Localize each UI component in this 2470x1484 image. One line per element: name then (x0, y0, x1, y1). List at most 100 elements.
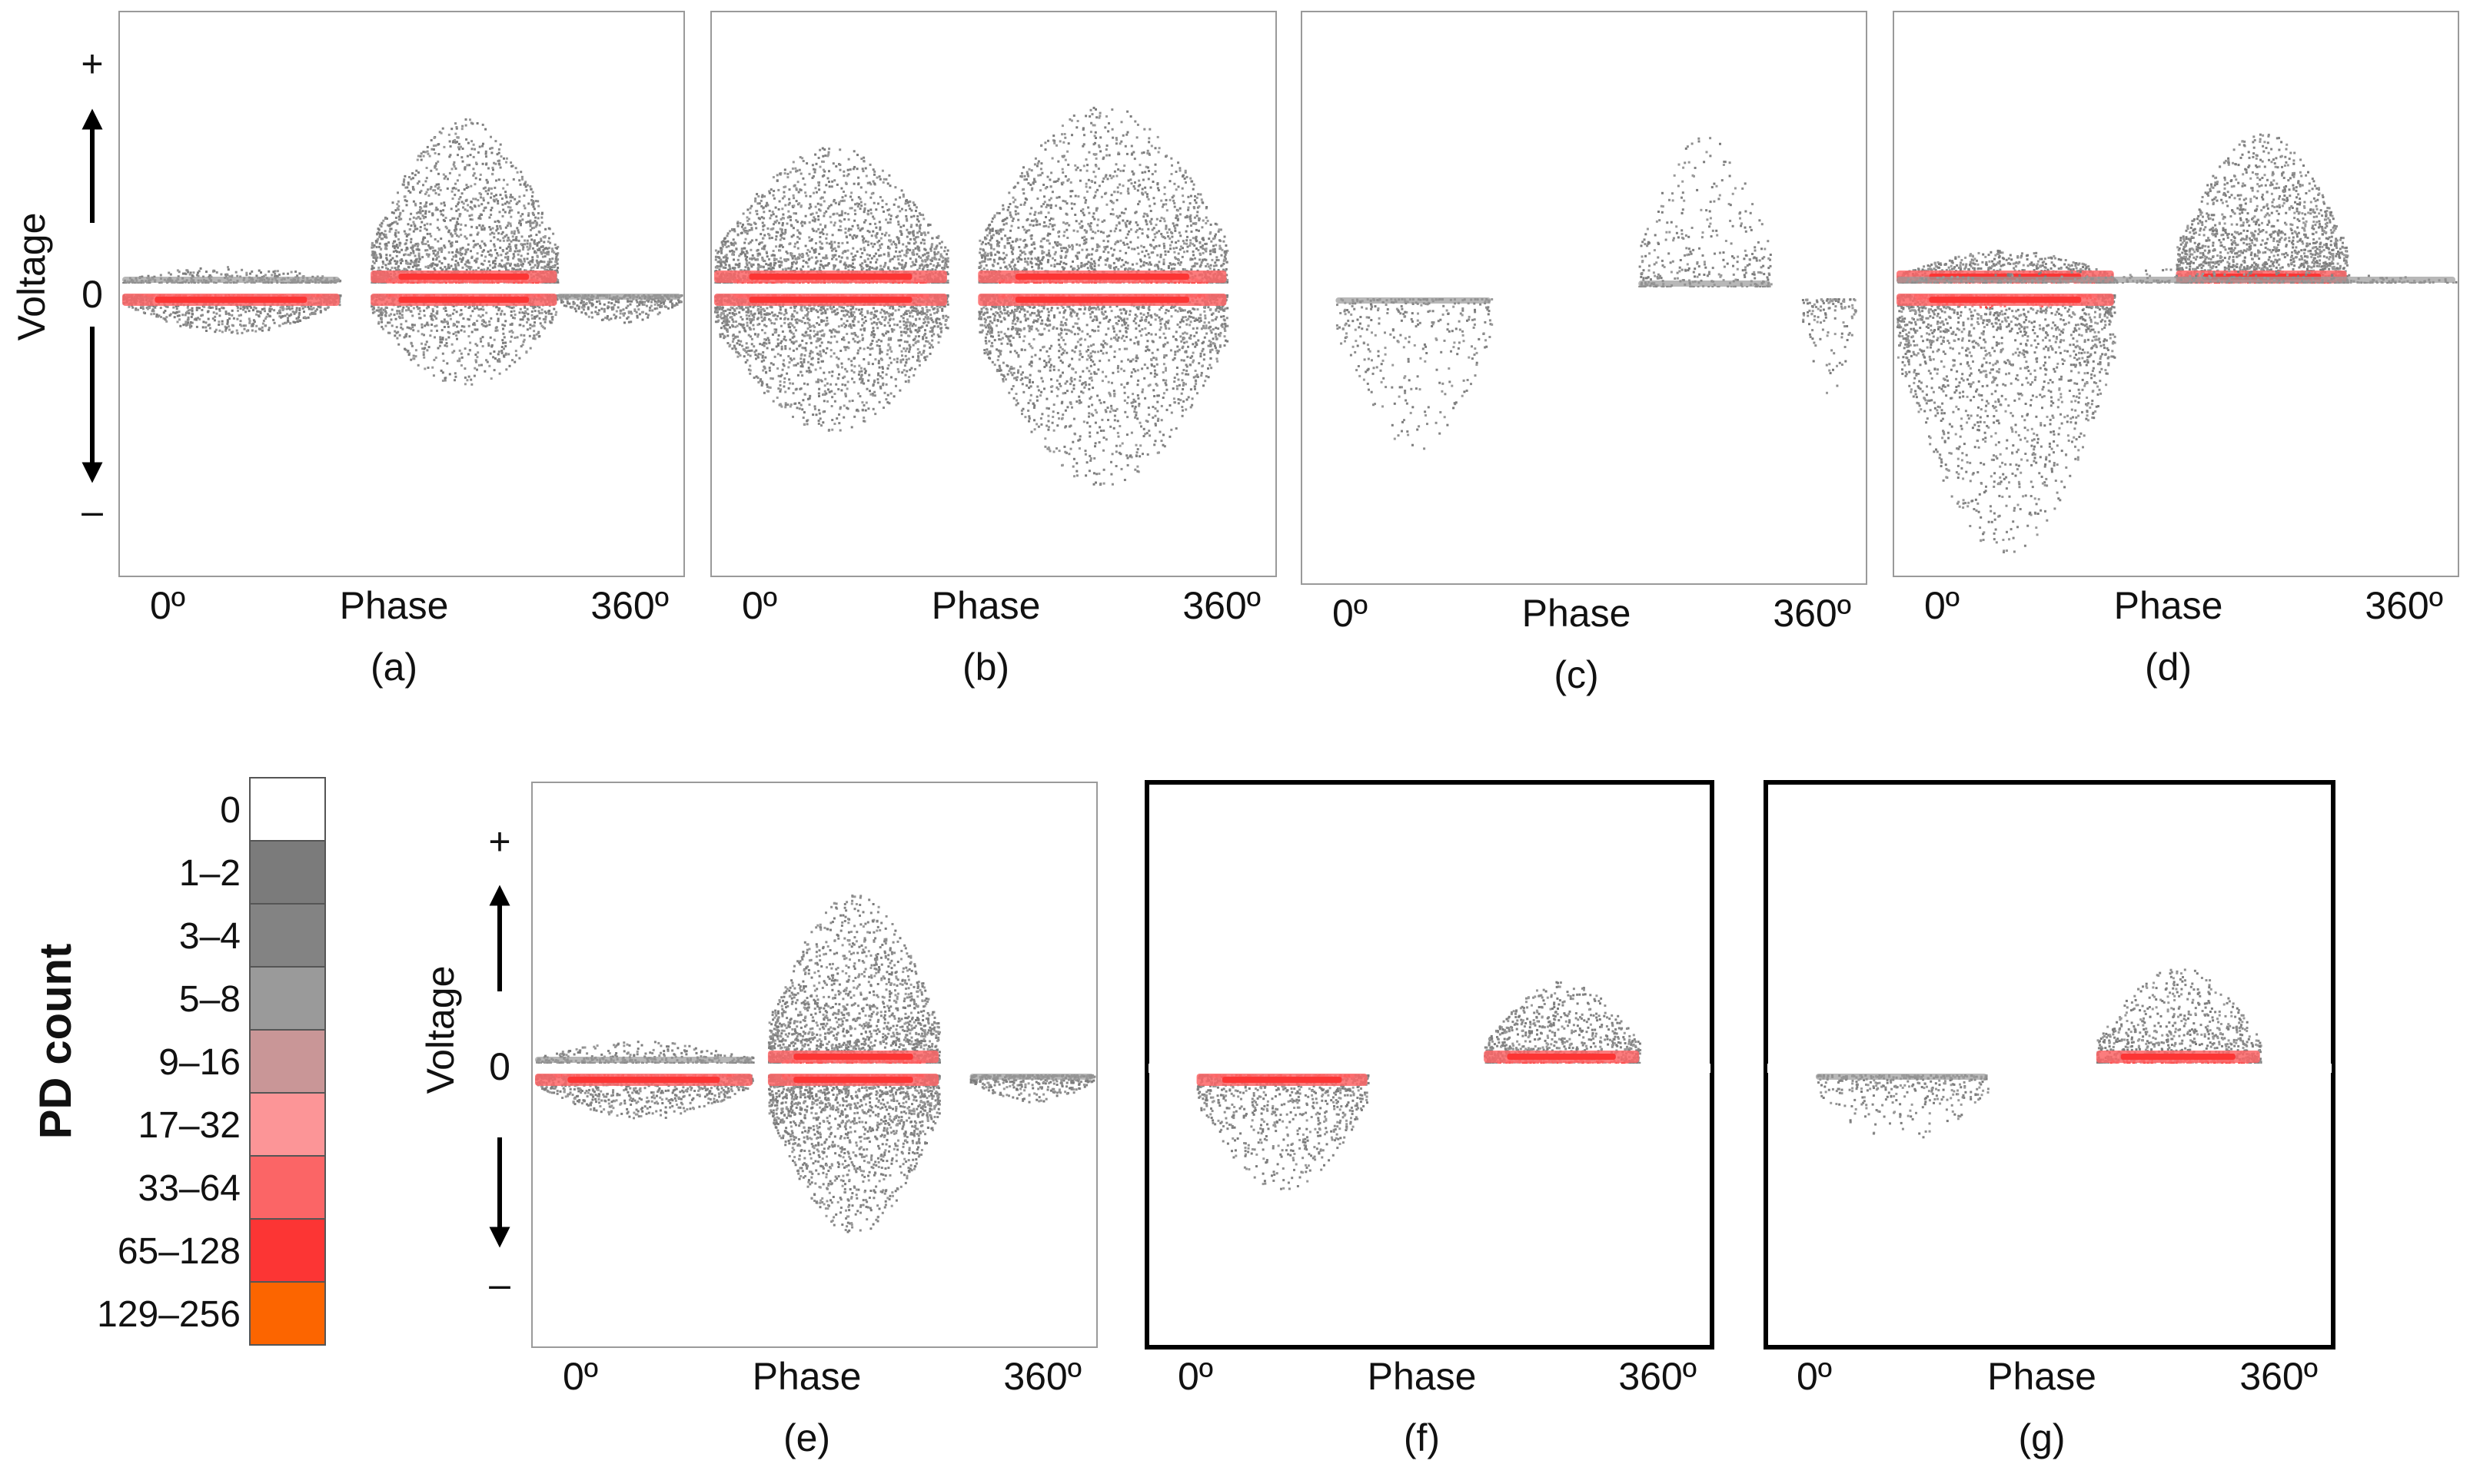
legend-bin-label: 65–128 (118, 1231, 241, 1272)
pd-peak-band (749, 297, 913, 303)
pd-cluster (978, 106, 1229, 284)
pd-cluster (767, 1074, 941, 1233)
zero-gap (1303, 287, 1865, 297)
x-axis-label-left: 0º (742, 584, 777, 627)
panel-e: 0º Phase 360º (e) (531, 782, 1098, 1459)
x-axis-label-right: 360º (1003, 1355, 1082, 1398)
x-axis-label-mid: Phase (753, 1355, 862, 1398)
x-axis-label-right: 360º (2365, 584, 2443, 627)
x-axis-label-mid: Phase (2114, 584, 2223, 627)
x-axis-label-right: 360º (590, 584, 669, 627)
legend-swatch (249, 903, 326, 968)
pd-density-band (969, 1074, 1094, 1080)
y-minus-label-bottom: – (489, 1263, 510, 1306)
legend-bin-label: 0 (220, 790, 241, 831)
voltage-axis-top: + Voltage 0 – (10, 42, 104, 533)
y-zero-label-top: 0 (81, 273, 103, 316)
legend-swatch (249, 1092, 326, 1157)
pd-cluster (535, 1074, 754, 1120)
pd-density-band (1638, 281, 1770, 287)
y-zero-label-bottom: 0 (489, 1045, 510, 1088)
pd-cluster (535, 1041, 755, 1064)
pd-density-band (1897, 277, 2455, 283)
pd-scatter (1303, 137, 1865, 450)
pd-cluster (122, 294, 342, 335)
legend: PD count 0 1–2 3–4 5–8 9–16 17–32 33–64 65–128 1… (31, 777, 326, 1346)
pd-scatter (121, 118, 683, 386)
pd-cluster (1897, 268, 2458, 284)
pd-density-band (557, 294, 681, 300)
pd-cluster (1484, 981, 1642, 1064)
pd-cluster (767, 895, 941, 1064)
pd-peak-band (1929, 297, 2082, 303)
pd-peak-band (793, 1054, 913, 1060)
panel-d: 0º Phase 360º (d) (1893, 11, 2459, 689)
legend-bin-label: 33–64 (138, 1168, 241, 1209)
zero-gap (121, 284, 683, 293)
pd-peak-band (155, 297, 308, 303)
x-axis-label-left: 0º (150, 584, 185, 627)
panel-caption: (b) (962, 646, 1009, 689)
panel-b: 0º Phase 360º (b) (710, 11, 1277, 689)
panel-caption: (d) (2145, 646, 2192, 689)
panel-caption: (f) (1404, 1416, 1440, 1459)
x-axis-label-left: 0º (563, 1355, 598, 1398)
pd-density-band (122, 277, 340, 283)
pd-cluster (371, 118, 560, 284)
legend-bin-label: 17–32 (138, 1105, 241, 1146)
panel-caption: (e) (783, 1416, 830, 1459)
pd-cluster (1335, 297, 1494, 450)
pd-scatter (713, 106, 1275, 486)
legend-bin-label: 129–256 (97, 1294, 241, 1335)
x-axis-label-left: 0º (1332, 592, 1368, 635)
x-axis-label-left: 0º (1178, 1355, 1213, 1398)
legend-swatch (249, 1281, 326, 1346)
pd-scatter (1149, 981, 1710, 1190)
pd-scatter (1767, 968, 2332, 1139)
pd-density-band (535, 1057, 753, 1063)
panel-a: 0º Phase 360º (a) (118, 11, 685, 689)
pd-scatter (534, 895, 1096, 1233)
pd-peak-band (567, 1077, 720, 1083)
x-axis-label-right: 360º (1182, 584, 1261, 627)
pd-peak-band (749, 274, 913, 280)
pd-cluster (714, 147, 949, 284)
legend-swatch (249, 1218, 326, 1283)
x-axis-label-right: 360º (1773, 592, 1851, 635)
pd-density-band (1815, 1074, 1987, 1080)
pd-cluster (122, 266, 342, 284)
legend-bin-label: 1–2 (179, 853, 241, 894)
pd-cluster (978, 294, 1229, 486)
pd-cluster (2096, 968, 2262, 1064)
legend-swatch (249, 966, 326, 1031)
pd-peak-band (1015, 274, 1189, 280)
pd-scatter (1895, 133, 2458, 553)
legend-swatch (249, 1029, 326, 1094)
legend-bin-label: 3–4 (179, 916, 241, 957)
pd-cluster (1196, 1074, 1370, 1190)
legend-swatch (249, 1155, 326, 1220)
pd-peak-band (1222, 1077, 1342, 1083)
x-axis-label-mid: Phase (1987, 1355, 2096, 1398)
panel-caption: (c) (1554, 653, 1598, 696)
zero-gap (534, 1064, 1095, 1073)
pd-peak-band (793, 1077, 913, 1083)
x-axis-label-right: 360º (1618, 1355, 1697, 1398)
x-axis-label-mid: Phase (1522, 592, 1631, 635)
x-axis-label-mid: Phase (340, 584, 449, 627)
panel-f: 0º Phase 360º (f) (1145, 780, 1714, 1459)
legend-title: PD count (31, 944, 81, 1140)
pd-peak-band (1507, 1054, 1616, 1060)
legend-swatch (249, 840, 326, 905)
pd-cluster (1801, 298, 1857, 394)
pd-cluster (1815, 1074, 1990, 1139)
x-axis-label-mid: Phase (1368, 1355, 1477, 1398)
y-axis-label-bottom: Voltage (419, 966, 462, 1094)
zero-gap (1767, 1064, 2332, 1073)
panel-g: 0º Phase 360º (g) (1764, 780, 2335, 1459)
zero-gap (713, 284, 1275, 293)
pd-cluster (714, 294, 949, 432)
zero-gap (1149, 1064, 1710, 1073)
y-axis-label-top: Voltage (10, 213, 53, 341)
